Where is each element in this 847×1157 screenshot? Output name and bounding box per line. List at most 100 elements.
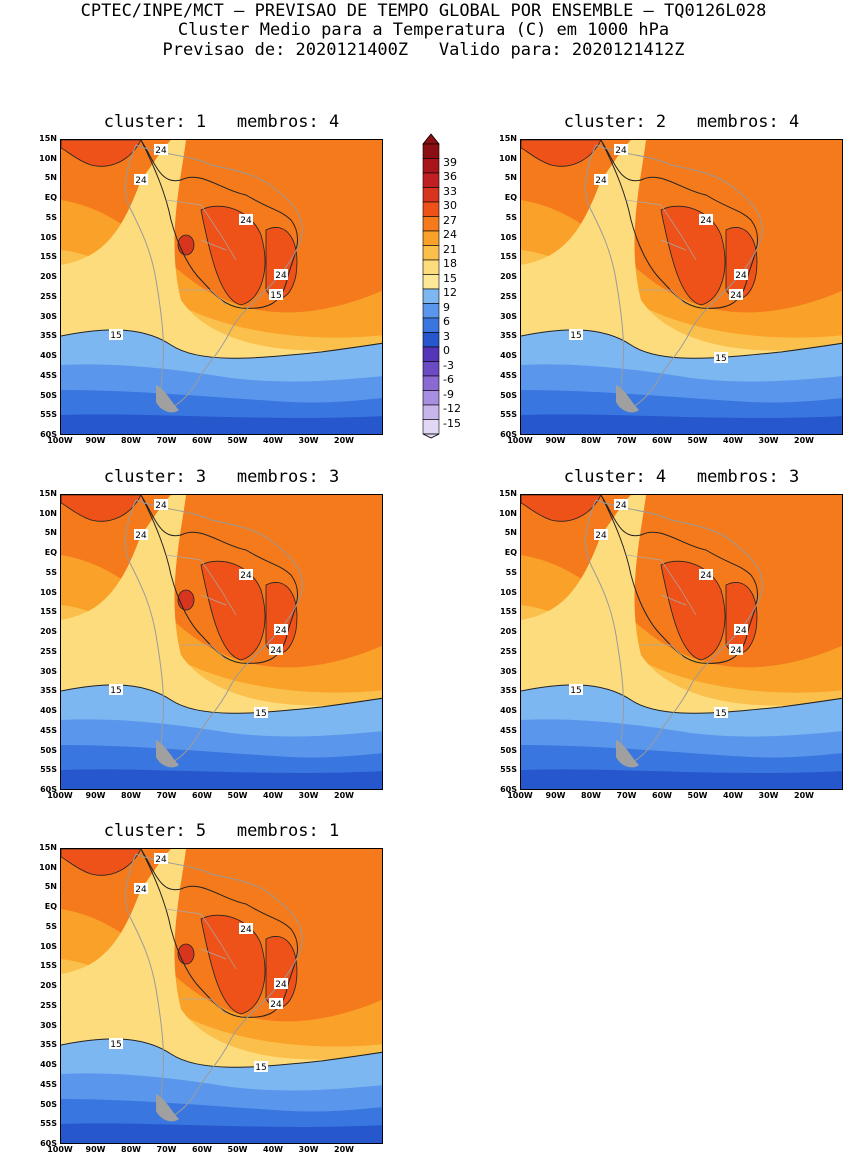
contour-label: 24 — [274, 624, 288, 636]
lat-label: 10S — [40, 232, 57, 242]
lat-label: 20S — [500, 272, 517, 282]
legend-level-label: 12 — [443, 286, 457, 299]
svg-text:24: 24 — [595, 176, 607, 186]
lat-label: 45S — [500, 370, 517, 380]
lat-label: 15N — [499, 134, 517, 143]
legend-level-label: -9 — [443, 387, 454, 401]
lat-label: 35S — [40, 331, 57, 341]
contour-label: 24 — [239, 214, 253, 226]
lat-label: 50S — [40, 390, 57, 400]
contour-label: 24 — [269, 998, 283, 1010]
lat-label: 5N — [44, 173, 57, 183]
lat-label: 30S — [500, 311, 517, 321]
lon-label: 100W — [47, 791, 73, 800]
contour-label: 24 — [154, 853, 168, 865]
lon-label: 80W — [121, 791, 141, 800]
lat-label: 45S — [500, 725, 517, 735]
lat-label: 10N — [499, 508, 517, 518]
lat-label: 5N — [504, 173, 517, 183]
lon-label: 30W — [758, 436, 779, 445]
lat-label: 55S — [40, 1119, 57, 1129]
svg-text:24: 24 — [135, 885, 147, 895]
svg-text:24: 24 — [735, 626, 747, 636]
legend-level-label: -15 — [443, 416, 461, 430]
contour-label: 24 — [274, 269, 288, 281]
contour-label: 15 — [269, 289, 283, 301]
contour-label: 24 — [239, 569, 253, 581]
svg-text:15: 15 — [110, 1040, 121, 1050]
lon-label: 80W — [581, 791, 601, 800]
lon-label: 40W — [723, 791, 743, 800]
lat-label: 40S — [40, 1060, 57, 1070]
svg-text:15: 15 — [255, 1063, 266, 1073]
lat-label: 55S — [500, 765, 517, 775]
lon-label: 70W — [156, 436, 177, 445]
lon-label: 80W — [121, 1145, 141, 1154]
panel-title-5: cluster: 5 membros: 1 — [103, 821, 340, 841]
contour-label: 24 — [269, 644, 283, 656]
legend-swatch — [422, 201, 440, 217]
svg-text:24: 24 — [730, 646, 742, 656]
lon-label: 80W — [581, 436, 601, 445]
svg-text:24: 24 — [155, 855, 167, 865]
lon-label: 40W — [263, 1145, 283, 1154]
contour-label: 15 — [714, 352, 728, 364]
lon-label: 50W — [687, 436, 708, 445]
lat-label: EQ — [504, 548, 517, 558]
lon-label: 70W — [156, 791, 177, 800]
contour-label: 24 — [729, 289, 743, 301]
legend-level-label: 30 — [443, 199, 457, 212]
lat-label: 35S — [40, 686, 57, 696]
lon-label: 100W — [507, 436, 533, 445]
lat-label: 60S — [40, 1139, 57, 1148]
lat-label: 10N — [499, 153, 517, 163]
legend-level-label: 15 — [443, 271, 457, 285]
panel-title-1: cluster: 1 membros: 4 — [103, 112, 340, 132]
lat-label: 20S — [40, 627, 57, 637]
svg-text:15: 15 — [715, 354, 726, 364]
lon-label: 80W — [121, 436, 141, 445]
svg-text:15: 15 — [270, 291, 281, 301]
lat-label: 40S — [500, 706, 517, 716]
lat-label: 35S — [40, 1040, 57, 1050]
lat-label: 50S — [500, 745, 517, 755]
lat-label: 5S — [45, 212, 57, 222]
lon-label: 40W — [263, 436, 283, 445]
lat-label: 55S — [40, 410, 57, 420]
lat-label: 50S — [500, 390, 517, 400]
legend-level-label: -6 — [443, 373, 454, 386]
lat-label: EQ — [44, 548, 57, 558]
legend-swatch — [422, 303, 440, 319]
lon-label: 40W — [723, 436, 743, 445]
lat-label: 15S — [40, 252, 57, 262]
svg-text:15: 15 — [110, 331, 121, 341]
lon-label: 60W — [652, 436, 672, 445]
lon-label: 100W — [507, 791, 533, 800]
lat-label: 20S — [40, 272, 57, 282]
lat-label: 55S — [500, 410, 517, 420]
svg-text:24: 24 — [135, 176, 147, 186]
contour-label: 24 — [614, 499, 628, 511]
svg-text:24: 24 — [155, 146, 167, 156]
temperature-map: 24 24 24 24 24 15 15 — [61, 849, 382, 1143]
svg-text:15: 15 — [110, 686, 121, 696]
svg-text:15: 15 — [570, 331, 581, 341]
legend-swatch — [422, 317, 440, 333]
map-panel-4: 24 24 24 24 24 15 15 — [520, 494, 843, 790]
contour-label: 24 — [239, 923, 253, 935]
lon-label: 60W — [192, 791, 212, 800]
panel-title-4: cluster: 4 membros: 3 — [563, 467, 800, 487]
temperature-map: 24 24 24 24 24 15 15 — [521, 140, 842, 434]
temperature-map: 24 24 24 24 15 15 — [61, 140, 382, 434]
legend-level-label: 24 — [443, 228, 457, 241]
temperature-map: 24 24 24 24 24 15 15 — [61, 495, 382, 789]
lon-label: 40W — [263, 791, 283, 800]
legend-level-label: 36 — [443, 170, 457, 183]
lat-label: 15N — [39, 843, 57, 852]
lon-label: 70W — [616, 436, 637, 445]
legend-swatch — [422, 274, 440, 290]
lon-label: 70W — [156, 1145, 177, 1154]
lat-label: 5S — [505, 567, 517, 577]
legend-swatch — [422, 187, 440, 203]
header-line-1: CPTEC/INPE/MCT – PREVISAO DE TEMPO GLOBA… — [80, 1, 767, 21]
